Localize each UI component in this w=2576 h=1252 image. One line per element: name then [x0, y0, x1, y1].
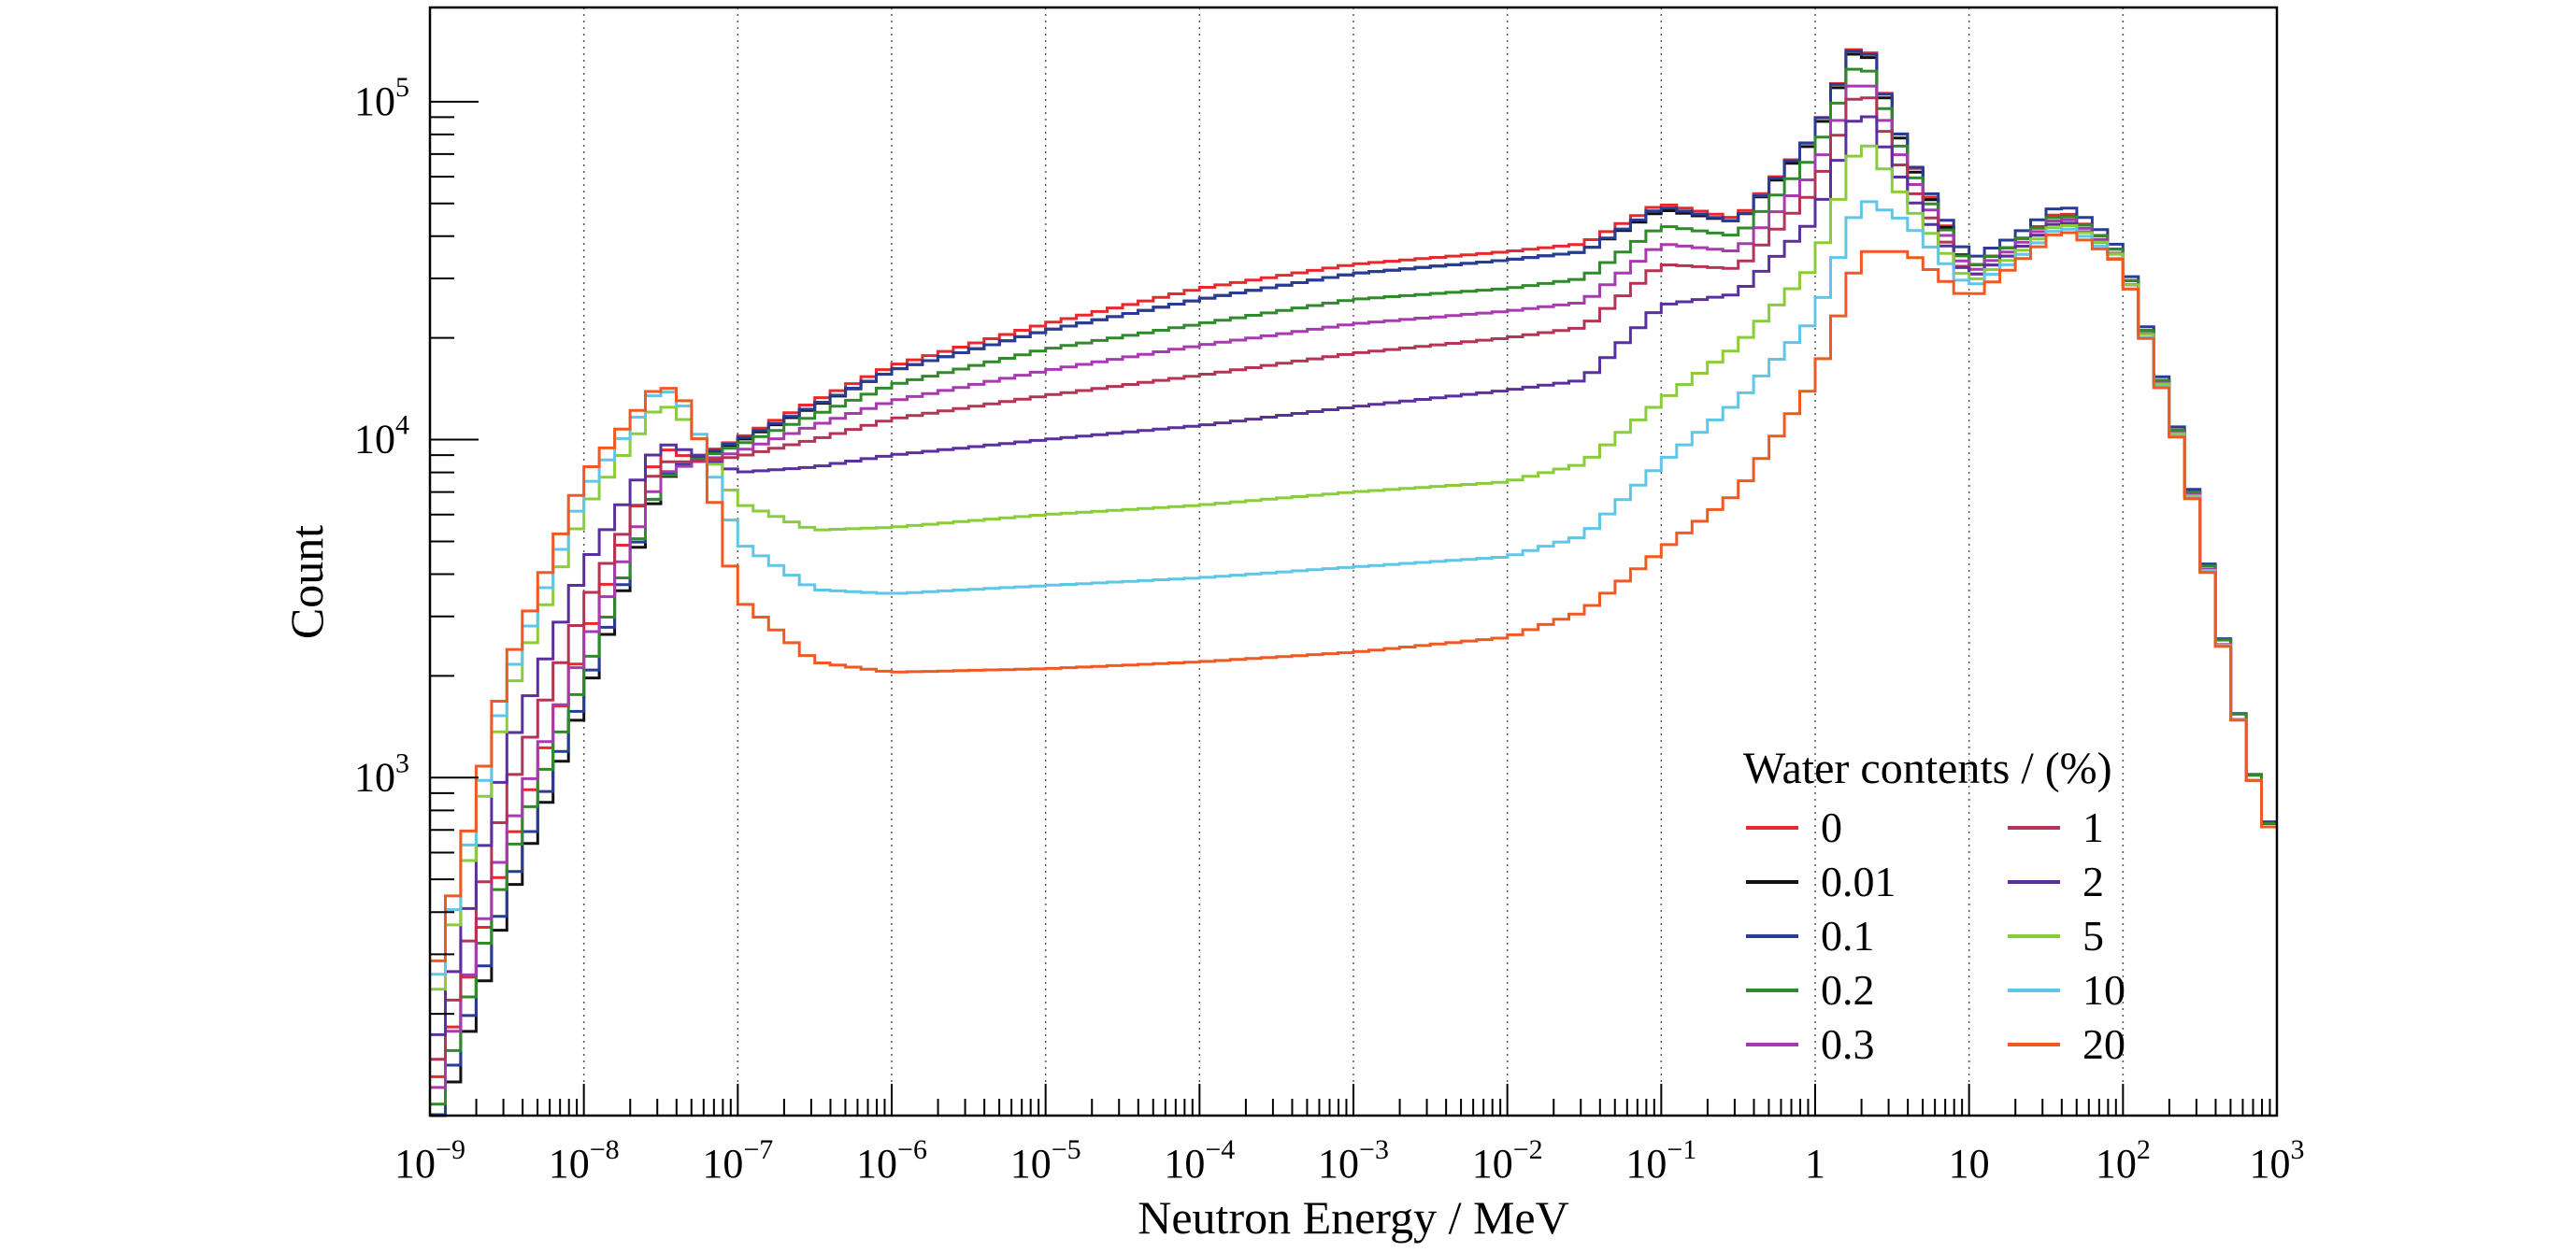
y-tick-labels: 103 104 105 [354, 72, 409, 800]
x-axis-title: Neutron Energy / MeV [1138, 1191, 1568, 1244]
series-0.3-line [430, 84, 2277, 1089]
legend-label: 0.2 [1821, 966, 1875, 1014]
x-tick-label: 10−9 [394, 1134, 465, 1187]
x-tick-label: 10−1 [1625, 1134, 1696, 1187]
x-tick-label: 103 [2250, 1134, 2305, 1187]
legend-label: 0.1 [1821, 912, 1875, 960]
series-0.1-line [430, 50, 2277, 1117]
y-tick-label: 103 [354, 747, 409, 800]
legend-label: 0 [1821, 804, 1842, 851]
legend-label: 20 [2082, 1020, 2125, 1068]
axis-ticks [429, 100, 2278, 1117]
series-0.2-line [430, 67, 2277, 1106]
x-tick-label: 10 [1949, 1141, 1990, 1187]
y-tick-label: 105 [354, 72, 409, 124]
series-0-line [430, 48, 2277, 1078]
legend-label: 2 [2082, 858, 2104, 905]
series-20-line [430, 231, 2277, 962]
legend-label: 5 [2082, 912, 2104, 960]
legend-title: Water contents / (%) [1743, 744, 2112, 793]
series-5-line [430, 144, 2277, 991]
x-tick-label: 10−5 [1010, 1134, 1081, 1187]
series-2-line [430, 115, 2277, 1036]
legend-label: 0.3 [1821, 1020, 1875, 1068]
y-axis-title: Count [280, 525, 333, 639]
x-tick-label: 10−2 [1472, 1134, 1543, 1187]
x-tick-label: 10−3 [1318, 1134, 1389, 1187]
x-tick-label: 10−7 [702, 1134, 773, 1187]
legend-label: 10 [2082, 966, 2125, 1014]
x-tick-label: 1 [1805, 1141, 1825, 1187]
x-tick-label: 10−6 [856, 1134, 927, 1187]
x-tick-label: 102 [2096, 1134, 2151, 1187]
legend: Water contents / (%) 0 0.01 0.1 0.2 0.3 1 2 5 10… [1743, 744, 2125, 1068]
series-lines [430, 48, 2277, 1117]
x-tick-label: 10−8 [549, 1134, 620, 1187]
y-tick-label: 104 [354, 410, 409, 462]
series-10-line [430, 200, 2277, 976]
legend-label: 1 [2082, 804, 2104, 851]
x-tick-label: 10−4 [1164, 1134, 1235, 1187]
legend-label: 0.01 [1821, 858, 1896, 905]
x-tick-labels: 10−9 10−8 10−7 10−6 10−5 10−4 10−3 10−2 10−1 1 10 1… [394, 1134, 2304, 1187]
